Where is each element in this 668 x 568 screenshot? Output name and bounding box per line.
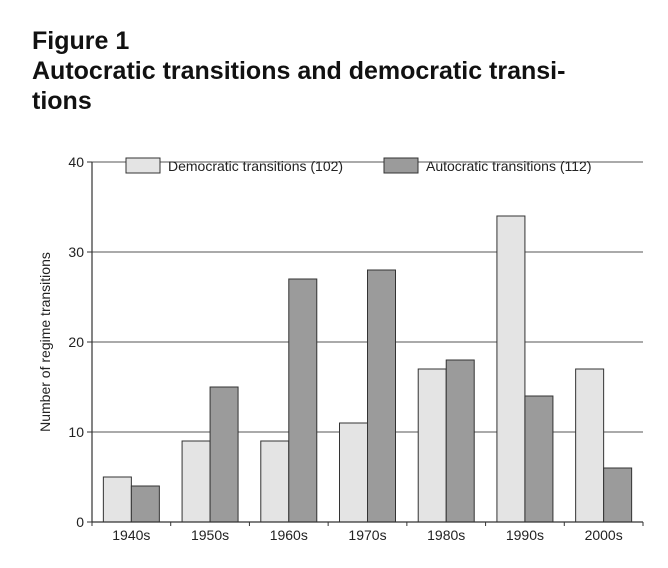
- bar-democratic-1980s: [417, 368, 447, 523]
- y-tick-label: 40: [68, 154, 84, 170]
- legend-swatch-democratic: [125, 157, 161, 174]
- bar-democratic-1940s: [102, 476, 132, 523]
- x-tick-label: 1970s: [348, 527, 386, 543]
- figure-title-line1: Autocratic transitions and democratic tr…: [32, 57, 566, 85]
- bar-autocratic-1980s: [445, 359, 475, 523]
- bars: [102, 215, 633, 523]
- bar-autocratic-1950s: [209, 386, 239, 523]
- bar-democratic-1960s: [260, 440, 290, 523]
- bar-democratic-1970s: [339, 422, 368, 523]
- legend-label-autocratic: Autocratic transitions (112): [426, 158, 591, 174]
- x-tick-label: 1990s: [506, 527, 544, 543]
- legend-swatch-autocratic: [383, 157, 419, 174]
- figure-header: Figure 1 Autocratic transitions and demo…: [32, 26, 652, 116]
- figure-title-line2: tions: [32, 87, 92, 115]
- bar-democratic-1990s: [496, 215, 526, 523]
- bar-democratic-2000s: [575, 368, 605, 523]
- x-tick-label: 1950s: [191, 527, 229, 543]
- x-tick-label: 1980s: [427, 527, 465, 543]
- x-tick-label: 1940s: [112, 527, 150, 543]
- bar-autocratic-1990s: [524, 395, 554, 523]
- y-tick-label: 30: [68, 244, 84, 260]
- x-tick-label: 2000s: [585, 527, 623, 543]
- y-tick-label: 0: [76, 514, 84, 530]
- bar-autocratic-2000s: [603, 467, 633, 523]
- figure-label: Figure 1: [32, 27, 130, 55]
- y-tick-label: 20: [68, 334, 84, 350]
- legend-label-democratic: Democratic transitions (102): [168, 158, 343, 174]
- bar-democratic-1950s: [181, 440, 211, 523]
- bar-autocratic-1960s: [288, 278, 318, 523]
- legend: Democratic transitions (102) Autocratic t…: [125, 157, 591, 174]
- bar-autocratic-1940s: [130, 485, 160, 523]
- y-axis-label: Number of regime transitions: [37, 252, 53, 432]
- axes: 0 10 20 30 40 1940s 1950s 1960s 1970s 1980s 1990s 2…: [68, 154, 644, 543]
- bar-autocratic-1970s: [367, 269, 396, 523]
- x-tick-label: 1960s: [270, 527, 308, 543]
- y-tick-label: 10: [68, 424, 84, 440]
